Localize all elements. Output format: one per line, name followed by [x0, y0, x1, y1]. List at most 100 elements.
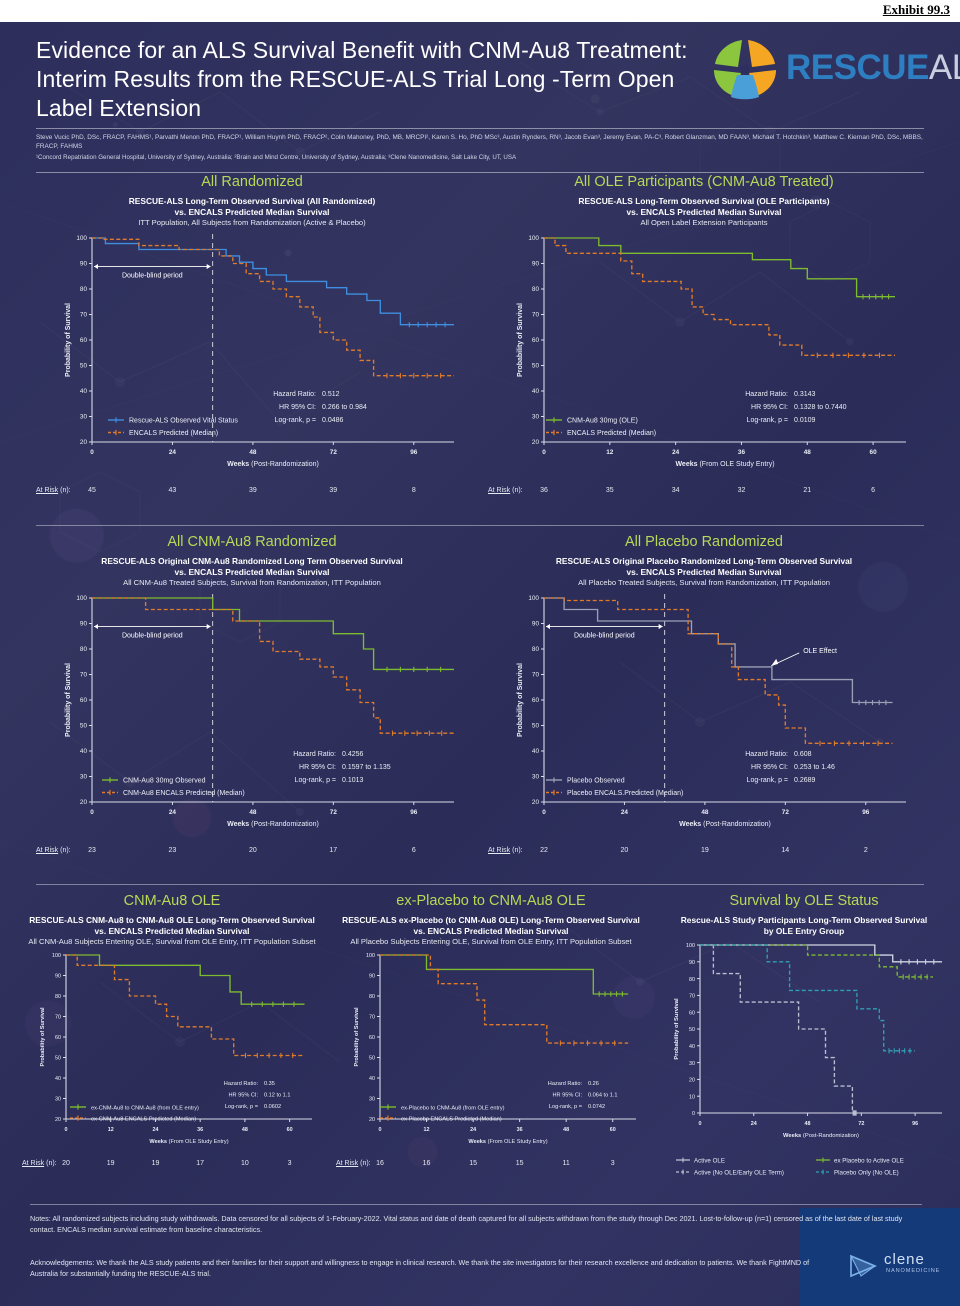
plot-container: 20 30 40 50 60 70 80 90 100 0 24 48 72 96 Probability … [488, 588, 920, 845]
panel-placebo-randomized: All Placebo Randomized RESCUE-ALS Origina… [488, 534, 920, 878]
x-axis-label: Weeks (From OLE Study Entry) [149, 1139, 228, 1145]
chart-title-line2: vs. ENCALS Predicted Median Survival [626, 207, 782, 217]
stat-value: 0.4256 [342, 751, 364, 758]
arrow-head-right [206, 623, 211, 630]
notes-text: Notes: All randomized subjects including… [30, 1214, 903, 1234]
x-tick-label: 48 [249, 809, 257, 816]
legend-label: ex-CNM-Au8 to CNM-Au8 (from OLE entry) [91, 1105, 199, 1111]
at-risk-value: 10 [240, 1160, 249, 1167]
legend-label: Placebo Only (No OLE) [834, 1169, 899, 1176]
x-tick-label: 0 [542, 449, 546, 456]
chart-title-line2: vs. ENCALS Predicted Median Survival [413, 926, 569, 936]
y-tick-label: 80 [80, 286, 88, 293]
stat-label: Log-rank, p = [549, 1104, 582, 1110]
x-tick-label: 96 [410, 449, 418, 456]
legend-label: Active (No OLE/Early OLE Term) [694, 1169, 784, 1176]
stat-label: Hazard Ratio: [548, 1081, 583, 1087]
stat-value: 0.12 to 1.1 [264, 1093, 290, 1099]
stat-value: 0.35 [264, 1081, 275, 1087]
y-axis-label: Probability of Survival [517, 303, 524, 377]
y-tick-label: 20 [80, 439, 88, 446]
legend-below: Active OLE ex Placebo to Active OLE Active… [676, 1157, 904, 1176]
y-tick-label: 30 [80, 774, 88, 781]
panel-title: All CNM-Au8 Randomized [167, 534, 337, 550]
at-risk-value: 20 [620, 847, 629, 854]
x-tick-label: 24 [169, 809, 177, 816]
x-tick-label: 72 [858, 1121, 864, 1127]
x-tick-label: 96 [410, 809, 418, 816]
arrow-head-right [206, 263, 211, 270]
stat-value: 0.064 to 1.1 [588, 1093, 618, 1099]
at-risk-label: At Risk (n): [488, 487, 523, 494]
y-tick-label: 0 [692, 1111, 695, 1117]
arrow-head-left [546, 623, 550, 630]
at-risk-row: At Risk (n): 36 35 34 32 21 6 [488, 485, 920, 501]
plot-container: 20 30 40 50 60 70 80 90 100 0 24 48 72 96 Probability … [36, 228, 468, 485]
y-tick-label: 100 [76, 595, 87, 602]
x-tick-label: 60 [610, 1127, 616, 1133]
legend-label: CNM-Au8 30mg Observed [123, 777, 206, 784]
y-tick-label: 10 [689, 1094, 695, 1100]
stat-label: Hazard Ratio: [745, 391, 788, 398]
series-line [92, 237, 454, 326]
y-tick-label: 50 [532, 363, 540, 370]
y-tick-label: 90 [80, 261, 88, 268]
author-list: Steve Vucic PhD, DSc, FRACP, FAHMS¹, Par… [36, 134, 923, 150]
y-tick-label: 100 [366, 953, 375, 959]
at-risk-value: 32 [737, 487, 746, 494]
at-risk-value: 36 [540, 487, 548, 494]
y-tick-label: 60 [689, 1010, 695, 1016]
x-tick-label: 48 [701, 809, 709, 816]
at-risk-value: 14 [781, 847, 790, 854]
x-tick-label: 0 [699, 1121, 702, 1127]
x-tick-label: 24 [751, 1121, 757, 1127]
y-tick-label: 60 [55, 1035, 61, 1041]
panel-title: All OLE Participants (CNM-Au8 Treated) [574, 174, 834, 190]
series-line [544, 597, 893, 704]
page-title: Evidence for an ALS Survival Benefit wit… [36, 37, 688, 121]
stat-value: 0.0486 [322, 417, 344, 424]
stat-value: 0.2689 [794, 777, 816, 784]
chart-title: RESCUE-ALS Original Placebo Randomized L… [555, 556, 853, 566]
stat-label: Log-rank, p = [275, 417, 316, 424]
plot-container: 20 30 40 50 60 70 80 90 100 0 24 48 72 96 Probability … [36, 588, 468, 845]
y-tick-label: 50 [80, 723, 88, 730]
y-tick-label: 100 [686, 943, 695, 949]
at-risk-value: 23 [168, 847, 177, 854]
y-tick-label: 100 [52, 953, 61, 959]
stat-label: HR 95% CI: [228, 1093, 258, 1099]
at-risk-value: 8 [411, 487, 416, 494]
rescue-als-logo: RESCUEALS [708, 36, 960, 106]
legend-label: CNM-Au8 ENCALS Predicted (Median) [123, 790, 245, 797]
at-risk-value: 15 [469, 1160, 477, 1167]
series-line [92, 597, 454, 671]
stat-value: 0.1328 to 0.7440 [794, 404, 847, 411]
panel-cnm-au8-randomized: All CNM-Au8 Randomized RESCUE-ALS Origina… [36, 534, 468, 878]
at-risk-value: 19 [106, 1160, 115, 1167]
panel-title: All Placebo Randomized [625, 534, 783, 550]
clene-logo-band [800, 1208, 960, 1306]
y-tick-label: 90 [532, 621, 540, 628]
stat-label: HR 95% CI: [751, 404, 788, 411]
panel-survival-by-ole: Survival by OLE Status Rescue-ALS Study P… [656, 893, 952, 1193]
row-separator-1 [36, 525, 924, 526]
y-tick-label: 90 [689, 960, 695, 966]
chart-title: RESCUE-ALS Long-Term Observed Survival (… [578, 196, 830, 206]
stat-label: Hazard Ratio: [745, 751, 788, 758]
at-risk-value: 22 [540, 847, 548, 854]
at-risk-value: 15 [515, 1160, 524, 1167]
series-line [700, 944, 933, 978]
y-tick-label: 40 [80, 388, 88, 395]
km-plot: 20 30 40 50 60 70 80 90 100 0 24 48 72 96 Probability … [517, 594, 906, 828]
series-line [544, 597, 893, 744]
y-tick-label: 70 [532, 312, 540, 319]
stat-value: 0.512 [322, 391, 340, 398]
y-tick-label: 40 [55, 1076, 61, 1082]
y-tick-label: 50 [55, 1056, 61, 1062]
at-risk-value: 3 [610, 1160, 615, 1167]
at-risk-label: At Risk (n): [336, 1160, 371, 1167]
stat-label: Log-rank, p = [747, 417, 788, 424]
chart-subtitle: All CNM-Au8 Subjects Entering OLE, Survi… [28, 937, 316, 946]
x-tick-label: 96 [862, 809, 870, 816]
